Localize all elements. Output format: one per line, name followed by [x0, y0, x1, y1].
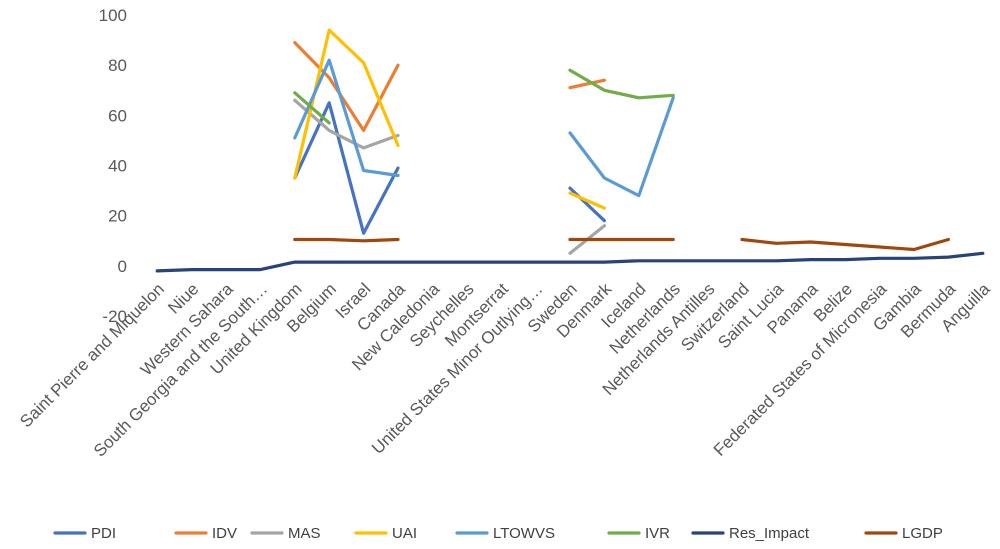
- y-tick-label: 100: [99, 6, 127, 25]
- series-line-ltowvs: [293, 58, 400, 178]
- y-axis-tick-labels: 100 80 60 40 20 0 -20: [99, 6, 127, 326]
- series-lines: [155, 28, 985, 273]
- series-line-lgdp: [740, 237, 951, 252]
- legend-label: Res_Impact: [729, 525, 810, 542]
- legend: PDI IDV MAS UAI LTOWVS IVR Res_Impact LGDP: [53, 525, 943, 542]
- series-line-idv: [293, 40, 400, 132]
- y-tick-label: 20: [108, 207, 127, 226]
- series-line-pdi: [568, 186, 607, 223]
- series-line-ivr: [293, 91, 331, 125]
- series-line-ivr: [568, 68, 675, 100]
- series-line-res-impact: [155, 251, 985, 273]
- legend-label: PDI: [91, 525, 116, 542]
- legend-label: UAI: [392, 525, 417, 542]
- y-tick-label: 60: [108, 106, 127, 125]
- series-line-uai: [293, 28, 400, 180]
- series-line-lgdp: [293, 237, 400, 243]
- series-line-pdi: [293, 101, 400, 235]
- y-tick-label: 40: [108, 157, 127, 176]
- legend-label: LTOWVS: [493, 525, 555, 542]
- y-tick-label: -20: [102, 307, 127, 326]
- legend-label: IVR: [645, 525, 670, 542]
- series-line-mas: [293, 98, 400, 150]
- series-line-uai: [568, 191, 607, 210]
- series-line-ltowvs: [568, 96, 675, 198]
- legend-label: IDV: [212, 525, 237, 542]
- legend-label: MAS: [288, 525, 321, 542]
- y-tick-label: 80: [108, 56, 127, 75]
- legend-label: LGDP: [902, 525, 943, 542]
- y-tick-label: 0: [118, 257, 127, 276]
- series-line-idv: [568, 78, 607, 90]
